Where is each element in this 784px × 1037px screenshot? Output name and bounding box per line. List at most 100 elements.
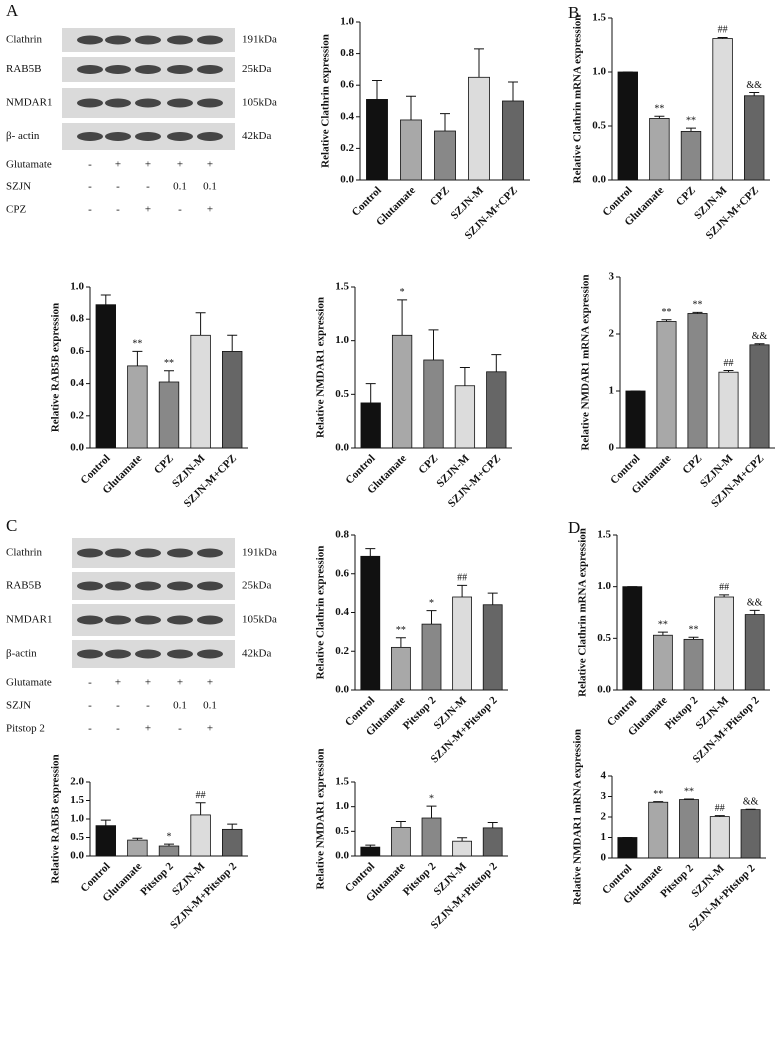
condition-level: +: [207, 723, 213, 735]
error-bar: [749, 609, 760, 615]
y-tick-label: 0: [601, 852, 607, 864]
panel-label: B: [568, 3, 579, 22]
y-axis-label: Relative Clathrin mRNA expression: [572, 15, 584, 184]
significance-label: &&: [746, 80, 762, 91]
bar: [360, 846, 381, 857]
y-tick-label: 0.5: [597, 632, 611, 644]
error-bar: [100, 819, 111, 826]
bar: [158, 845, 180, 857]
panel-label: C: [6, 516, 17, 535]
blot-band: [77, 615, 103, 625]
y-axis-label: Relative NMDAR1 expression: [315, 749, 327, 890]
bar: [452, 840, 472, 857]
blot-band: [105, 35, 131, 45]
significance-label: **: [686, 115, 696, 126]
bar: [482, 827, 503, 857]
y-tick-label: 1.5: [335, 281, 349, 293]
bar: [468, 76, 490, 181]
blot-band: [197, 615, 223, 625]
condition-level: +: [207, 159, 213, 171]
error-bar: [132, 350, 143, 366]
condition-level: +: [115, 159, 121, 171]
error-bar: [459, 367, 470, 386]
bar: [740, 809, 761, 859]
significance-label: *: [429, 598, 434, 609]
y-tick-label: 0.2: [70, 409, 84, 421]
bar: [486, 371, 507, 449]
y-tick-label: 1.5: [335, 776, 349, 788]
y-tick-label: 1.0: [340, 16, 354, 28]
error-bar: [692, 311, 703, 314]
y-axis-label: Relative Clathrin expression: [320, 34, 332, 168]
protein-label: NMDAR1: [6, 97, 52, 109]
y-tick-label: 1: [601, 831, 607, 843]
condition-level: 0.1: [173, 181, 187, 193]
condition-level: -: [146, 181, 150, 193]
x-tick-label: Control: [350, 184, 384, 218]
y-axis-label: Relative NMDAR1 mRNA expression: [572, 729, 584, 905]
blot-band: [105, 615, 131, 625]
error-bar: [657, 631, 668, 636]
blot-band: [197, 132, 223, 141]
significance-label: **: [164, 358, 174, 369]
blot-band: [105, 98, 131, 108]
y-tick-label: 0.4: [340, 110, 354, 122]
significance-label: ##: [196, 790, 206, 801]
bar: [391, 334, 413, 449]
condition-level: +: [145, 159, 151, 171]
error-bar: [164, 843, 174, 847]
y-tick-label: 1.0: [70, 813, 84, 825]
condition-level: +: [207, 677, 213, 689]
y-tick-label: 0.0: [335, 684, 349, 696]
protein-label: RAB5B: [6, 63, 41, 75]
protein-label: RAB5B: [6, 580, 41, 592]
bar: [434, 130, 456, 181]
y-tick-label: 1.0: [592, 66, 606, 78]
bar: [391, 646, 411, 691]
x-tick-label: CPZ: [152, 452, 176, 476]
condition-label: Pitstop 2: [6, 723, 45, 735]
bar: [222, 828, 243, 857]
blot-band: [77, 35, 103, 45]
significance-label: ##: [724, 358, 734, 369]
y-tick-label: 0: [609, 442, 615, 454]
error-bar: [428, 329, 439, 360]
significance-label: **: [654, 104, 664, 115]
blot-band: [197, 65, 223, 74]
y-tick-label: 0.2: [335, 645, 349, 657]
bar: [622, 586, 643, 691]
condition-level: -: [88, 677, 92, 689]
error-bar: [426, 805, 437, 819]
bar: [95, 825, 116, 857]
bar: [617, 71, 638, 181]
blot-band: [135, 649, 161, 659]
bar: [649, 118, 670, 181]
bar: [709, 816, 730, 859]
error-bar: [457, 584, 468, 597]
condition-level: -: [88, 181, 92, 193]
y-tick-label: 1.0: [335, 334, 349, 346]
blot-band: [167, 615, 193, 625]
size-label: 42kDa: [242, 130, 271, 142]
y-tick-label: 4: [601, 770, 607, 782]
y-tick-label: 0.0: [340, 174, 354, 186]
bar: [127, 365, 148, 449]
x-tick-label: Pitstop 2: [401, 694, 439, 732]
protein-label: NMDAR1: [6, 614, 52, 626]
error-bar: [719, 594, 730, 597]
size-label: 25kDa: [242, 63, 271, 75]
y-tick-label: 2: [601, 811, 607, 823]
significance-label: ##: [457, 573, 467, 584]
blot-band: [77, 581, 103, 591]
y-axis-label: Relative NMDAR1 expression: [315, 297, 327, 438]
blot-band: [197, 581, 223, 591]
bar: [454, 385, 476, 449]
y-axis-label: Relative Clathrin expression: [315, 546, 327, 680]
condition-label: CPZ: [6, 204, 26, 216]
bar: [391, 826, 411, 857]
bar: [617, 837, 638, 859]
y-tick-label: 0.5: [70, 831, 84, 843]
bar: [400, 119, 422, 181]
x-tick-label: Pitstop 2: [663, 694, 701, 732]
bar: [744, 95, 765, 181]
